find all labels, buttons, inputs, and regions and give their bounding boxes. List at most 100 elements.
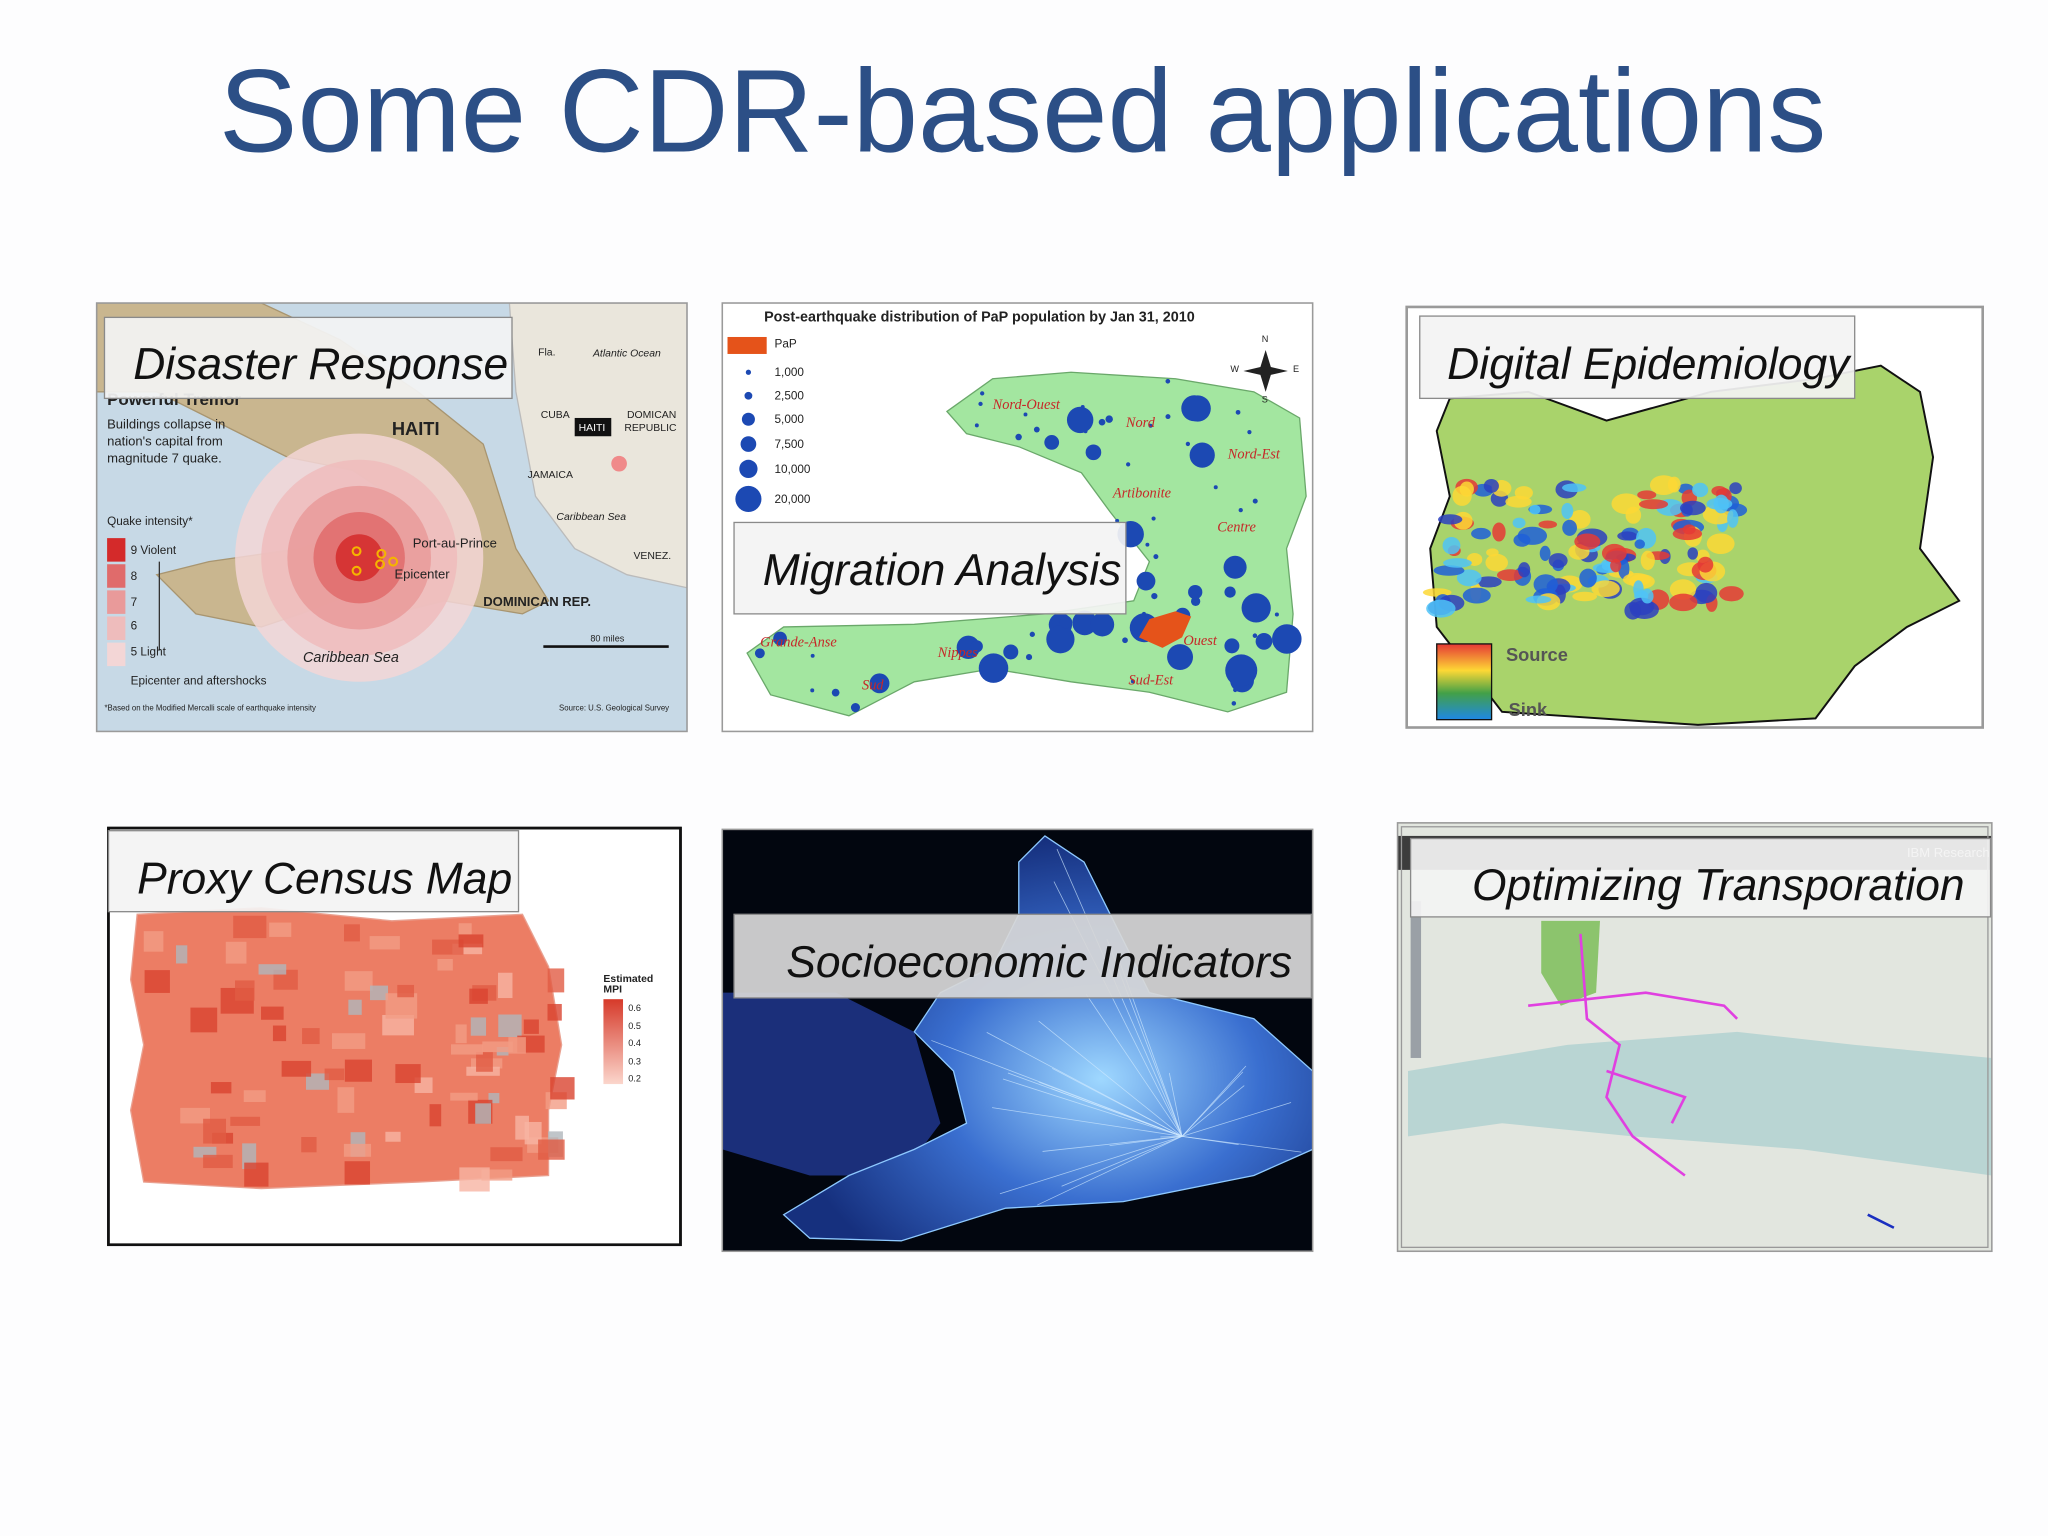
map-text: 0.6 bbox=[628, 1003, 641, 1013]
population-dot bbox=[1224, 586, 1236, 598]
panel: Socioeconomic Indicators bbox=[721, 828, 1314, 1253]
panel-label: Migration Analysis bbox=[763, 546, 1122, 595]
map-text: E bbox=[1293, 364, 1299, 374]
map-text: Epicenter bbox=[394, 567, 450, 582]
flow-blob bbox=[1496, 569, 1524, 581]
map-text: JAMAICA bbox=[528, 470, 573, 481]
map-text: Centre bbox=[1217, 520, 1256, 536]
map-text: DOMICAN bbox=[627, 410, 676, 421]
frame bbox=[1405, 305, 1984, 729]
population-dot bbox=[773, 631, 787, 646]
population-dot bbox=[1185, 441, 1191, 447]
population-dot bbox=[1066, 406, 1094, 434]
panel-label: Proxy Census Map bbox=[137, 854, 512, 903]
map-text: MPI bbox=[603, 985, 622, 996]
panel: Source Sink Digital Epidemiology bbox=[1405, 305, 1984, 729]
colorbar bbox=[1436, 643, 1493, 721]
population-dot bbox=[978, 653, 1009, 683]
flow-blob bbox=[1525, 595, 1552, 604]
legend-dot bbox=[740, 436, 757, 452]
district bbox=[488, 1093, 500, 1104]
district bbox=[243, 1090, 266, 1103]
panel-label: Socioeconomic Indicators bbox=[786, 938, 1292, 987]
link bbox=[1061, 1135, 1183, 1187]
district bbox=[203, 1154, 233, 1169]
link bbox=[1038, 1020, 1183, 1137]
population-dot bbox=[1189, 442, 1215, 468]
district bbox=[476, 1052, 493, 1072]
map-text: N bbox=[1262, 334, 1269, 344]
district bbox=[343, 1143, 372, 1157]
label-box bbox=[1419, 315, 1856, 400]
district bbox=[305, 1073, 330, 1090]
district bbox=[344, 1059, 373, 1082]
flow-blob bbox=[1433, 565, 1465, 576]
map-text: Port-au-Prince bbox=[413, 535, 497, 550]
intensity-ring bbox=[335, 534, 383, 582]
district bbox=[450, 1092, 478, 1101]
label-box bbox=[107, 830, 520, 913]
population-dot bbox=[1145, 542, 1150, 547]
flow-blob bbox=[1539, 545, 1551, 561]
district bbox=[261, 1006, 284, 1020]
population-dot bbox=[1086, 445, 1097, 455]
population-dot bbox=[1046, 625, 1075, 654]
population-dot bbox=[1025, 654, 1033, 661]
district bbox=[475, 1103, 492, 1124]
link bbox=[931, 1040, 1183, 1137]
flow-blob bbox=[1529, 504, 1541, 515]
flow-blob bbox=[1442, 536, 1461, 555]
district bbox=[180, 1107, 211, 1124]
panel-image bbox=[1406, 306, 1983, 728]
flow-blob bbox=[1591, 580, 1620, 597]
population-dot bbox=[1223, 555, 1247, 579]
link bbox=[986, 1032, 1183, 1137]
map-text: 9 Violent bbox=[131, 544, 177, 557]
frame bbox=[721, 302, 1314, 733]
district bbox=[344, 971, 373, 991]
map-text: Quake intensity* bbox=[107, 515, 193, 528]
district bbox=[273, 969, 298, 990]
population-dot bbox=[1033, 426, 1040, 433]
legend-swatch bbox=[107, 590, 126, 614]
flow-blob bbox=[1572, 591, 1598, 602]
label-box bbox=[1409, 837, 1992, 918]
population-dot bbox=[1029, 631, 1035, 637]
flow-blob bbox=[1548, 553, 1568, 569]
flow-blob bbox=[1492, 522, 1506, 542]
district bbox=[451, 1044, 483, 1055]
population-dot bbox=[1044, 435, 1060, 450]
link bbox=[1050, 1088, 1183, 1137]
flow-blob bbox=[1483, 479, 1499, 493]
water bbox=[1408, 1031, 1992, 1176]
district bbox=[452, 943, 483, 955]
map-text: 0.2 bbox=[628, 1073, 641, 1083]
aftershock bbox=[388, 556, 399, 567]
route bbox=[1579, 933, 1686, 1177]
map-text: magnitude 7 quake. bbox=[107, 450, 222, 465]
flow-blob bbox=[1679, 500, 1706, 516]
legend-swatch bbox=[107, 642, 126, 667]
population-dot bbox=[1059, 615, 1073, 629]
panel-label: Digital Epidemiology bbox=[1447, 340, 1852, 389]
population-dot bbox=[1165, 414, 1171, 420]
population-dot bbox=[1233, 688, 1238, 693]
map-text: *Based on the Modified Mercalli scale of… bbox=[104, 704, 316, 713]
link bbox=[1181, 1102, 1292, 1137]
population-dot bbox=[1098, 418, 1106, 426]
panel-label: Optimizing Transporation bbox=[1472, 861, 1965, 910]
flow-blob bbox=[1485, 553, 1508, 572]
district bbox=[269, 922, 292, 937]
population-dot bbox=[1213, 485, 1218, 490]
panel: Post-earthquake distribution of PaP popu… bbox=[721, 302, 1314, 733]
frame bbox=[721, 828, 1314, 1253]
map-text: Buildings collapse in bbox=[107, 416, 225, 431]
flow-blob bbox=[1692, 482, 1709, 498]
district bbox=[547, 968, 565, 993]
map-text: DOMINICAN REP. bbox=[483, 594, 591, 609]
population-dot bbox=[1151, 516, 1156, 521]
district bbox=[470, 1017, 487, 1036]
link bbox=[1181, 1135, 1239, 1145]
